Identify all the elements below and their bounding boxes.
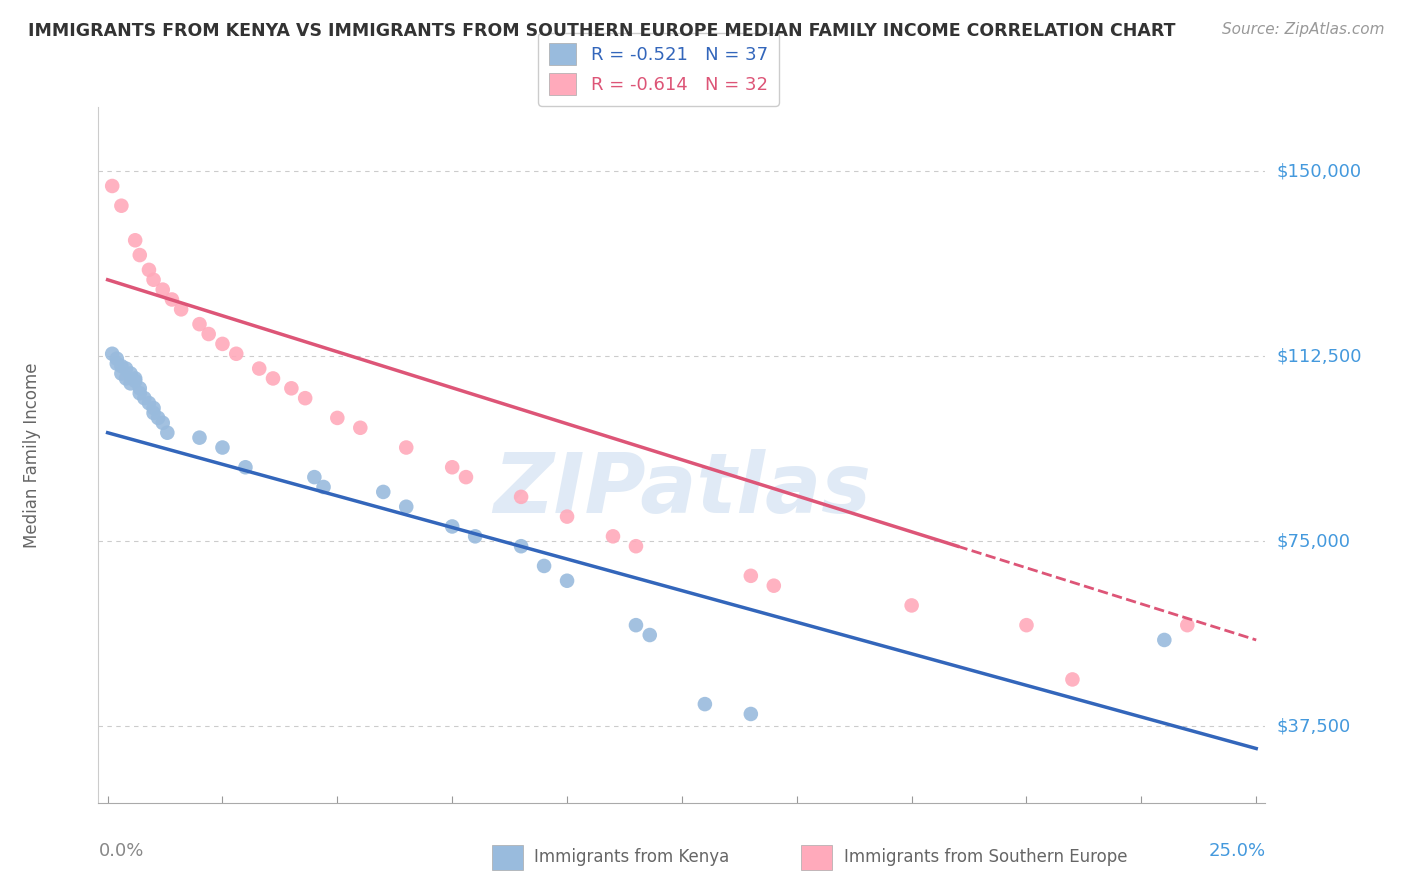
Point (225, 347, 247, 361)
Point (602, 529, 624, 543)
Point (105, 357, 128, 371)
Point (105, 351, 128, 366)
Point (101, 347, 124, 361)
Text: IMMIGRANTS FROM KENYA VS IMMIGRANTS FROM SOUTHERN EUROPE MEDIAN FAMILY INCOME CO: IMMIGRANTS FROM KENYA VS IMMIGRANTS FROM… (28, 22, 1175, 40)
Point (304, 470, 326, 484)
Point (454, 470, 477, 484)
Point (138, 396, 160, 410)
Point (280, 381, 302, 395)
Point (120, 376, 142, 391)
Point (124, 371, 146, 385)
Point (638, 628, 661, 642)
Point (134, 391, 156, 405)
Text: $112,500: $112,500 (1277, 347, 1362, 365)
Point (395, 500, 418, 514)
Point (152, 283, 174, 297)
Point (110, 359, 132, 373)
Point (110, 199, 132, 213)
Point (441, 519, 464, 533)
Text: ZIPatlas: ZIPatlas (494, 450, 870, 530)
Point (211, 441, 233, 455)
Point (120, 367, 142, 381)
Point (1153, 632, 1175, 647)
Point (395, 441, 418, 455)
Point (142, 406, 165, 420)
Point (1175, 618, 1198, 632)
Legend: R = -0.521   N = 37, R = -0.614   N = 32: R = -0.521 N = 37, R = -0.614 N = 32 (538, 33, 779, 105)
Point (349, 421, 371, 435)
Point (211, 337, 233, 351)
Point (156, 425, 179, 440)
Point (312, 480, 335, 494)
Point (247, 361, 270, 376)
Point (900, 599, 922, 613)
Point (188, 431, 211, 445)
Point (624, 539, 647, 553)
Point (762, 579, 785, 593)
Point (101, 179, 124, 194)
Point (740, 706, 762, 721)
Point (294, 391, 316, 405)
Text: $37,500: $37,500 (1277, 717, 1351, 735)
Point (152, 416, 174, 430)
Point (115, 371, 138, 385)
Text: Immigrants from Kenya: Immigrants from Kenya (534, 848, 730, 866)
Point (142, 273, 165, 287)
Point (197, 326, 219, 341)
Point (110, 367, 132, 381)
Point (146, 411, 169, 425)
Text: $75,000: $75,000 (1277, 533, 1351, 550)
Point (373, 484, 395, 499)
Point (188, 317, 211, 331)
Point (170, 302, 193, 317)
Point (693, 697, 716, 711)
Point (160, 293, 183, 307)
Text: Source: ZipAtlas.com: Source: ZipAtlas.com (1222, 22, 1385, 37)
Point (555, 509, 578, 524)
Text: Immigrants from Southern Europe: Immigrants from Southern Europe (844, 848, 1128, 866)
Point (128, 386, 150, 401)
Point (624, 618, 647, 632)
Point (128, 248, 150, 262)
Point (262, 371, 284, 385)
Point (138, 263, 160, 277)
Text: $150,000: $150,000 (1277, 162, 1361, 180)
Point (464, 529, 486, 543)
Point (115, 361, 138, 376)
Point (128, 381, 150, 395)
Point (533, 558, 555, 573)
Point (441, 460, 464, 475)
Point (142, 401, 165, 415)
Point (124, 233, 146, 247)
Point (555, 574, 578, 588)
Text: 25.0%: 25.0% (1208, 842, 1265, 860)
Point (124, 374, 146, 388)
Point (740, 569, 762, 583)
Point (510, 490, 533, 504)
Text: 0.0%: 0.0% (98, 842, 143, 860)
Point (1015, 618, 1038, 632)
Point (510, 539, 533, 553)
Point (235, 460, 257, 475)
Text: Median Family Income: Median Family Income (22, 362, 41, 548)
Point (1062, 673, 1084, 687)
Point (326, 411, 349, 425)
